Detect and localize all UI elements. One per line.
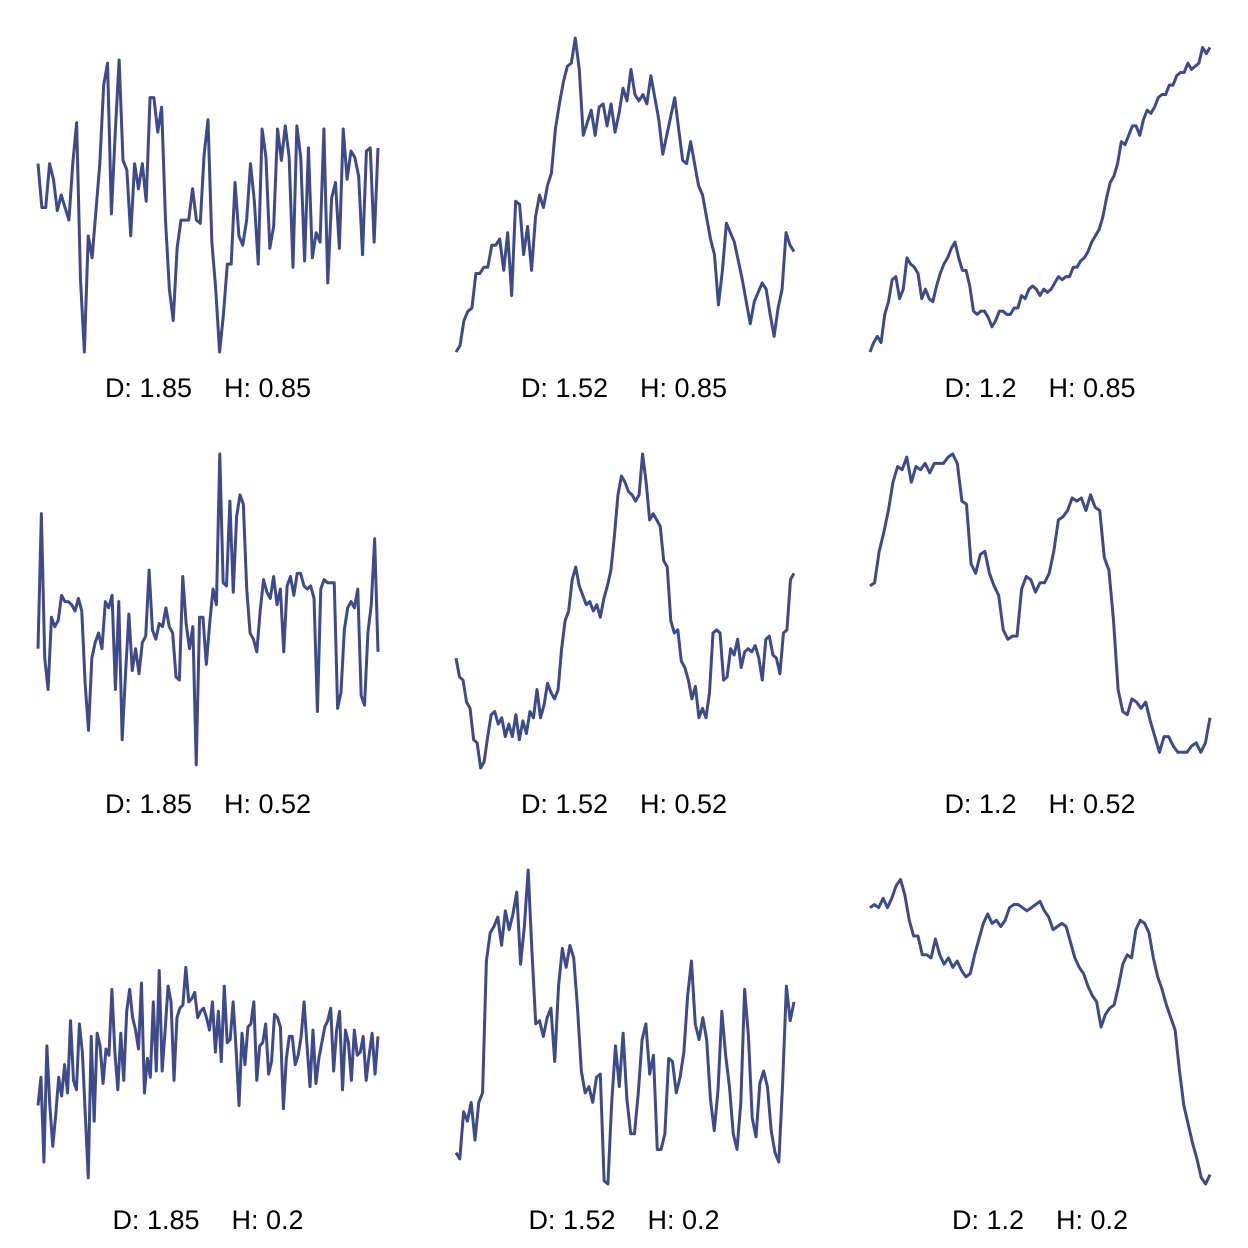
caption-d: D: 1.52 xyxy=(528,1205,616,1235)
caption-d: D: 1.85 xyxy=(112,1205,200,1235)
caption-d: D: 1.85 xyxy=(104,373,192,403)
caption-h: H: 0.52 xyxy=(640,789,728,819)
chart-caption: D: 1.85 H: 0.52 xyxy=(0,788,416,820)
caption-h: H: 0.2 xyxy=(1056,1205,1129,1235)
caption-d: D: 1.2 xyxy=(944,373,1017,403)
chart-panel: D: 1.2 H: 0.52 xyxy=(832,416,1248,832)
chart-caption: D: 1.2 H: 0.85 xyxy=(832,372,1248,404)
caption-d: D: 1.2 xyxy=(944,789,1017,819)
caption-h: H: 0.52 xyxy=(224,789,312,819)
caption-h: H: 0.85 xyxy=(1048,373,1136,403)
chart-panel: D: 1.85 H: 0.2 xyxy=(0,832,416,1248)
chart-plot xyxy=(36,58,380,354)
chart-plot xyxy=(454,868,796,1186)
chart-caption: D: 1.52 H: 0.52 xyxy=(416,788,832,820)
chart-caption: D: 1.52 H: 0.2 xyxy=(416,1204,832,1236)
chart-plot xyxy=(36,965,380,1180)
caption-h: H: 0.85 xyxy=(640,373,728,403)
chart-plot xyxy=(868,45,1212,353)
chart-panel: D: 1.2 H: 0.2 xyxy=(832,832,1248,1248)
series-line xyxy=(36,965,380,1180)
series-line xyxy=(454,36,796,353)
caption-h: H: 0.52 xyxy=(1048,789,1136,819)
chart-caption: D: 1.52 H: 0.85 xyxy=(416,372,832,404)
chart-panel: D: 1.52 H: 0.52 xyxy=(416,416,832,832)
series-line xyxy=(869,452,1212,754)
chart-caption: D: 1.85 H: 0.85 xyxy=(0,372,416,404)
chart-panel: D: 1.52 H: 0.2 xyxy=(416,832,832,1248)
series-line xyxy=(868,45,1212,353)
caption-d: D: 1.52 xyxy=(520,789,608,819)
chart-caption: D: 1.2 H: 0.52 xyxy=(832,788,1248,820)
chart-panel: D: 1.85 H: 0.52 xyxy=(0,416,416,832)
caption-h: H: 0.2 xyxy=(647,1205,720,1235)
chart-plot xyxy=(36,452,380,767)
chart-caption: D: 1.85 H: 0.2 xyxy=(0,1204,416,1236)
chart-caption: D: 1.2 H: 0.2 xyxy=(832,1204,1248,1236)
series-line xyxy=(36,58,380,354)
chart-panel: D: 1.2 H: 0.85 xyxy=(832,0,1248,416)
caption-h: H: 0.2 xyxy=(231,1205,304,1235)
series-line xyxy=(36,452,380,767)
series-line xyxy=(454,868,796,1186)
chart-plot xyxy=(454,452,796,770)
chart-plot xyxy=(454,36,796,353)
caption-h: H: 0.85 xyxy=(224,373,312,403)
chart-panel: D: 1.52 H: 0.85 xyxy=(416,0,832,416)
chart-plot xyxy=(869,452,1212,754)
series-line xyxy=(454,452,796,770)
caption-d: D: 1.52 xyxy=(520,373,608,403)
chart-panel: D: 1.85 H: 0.85 xyxy=(0,0,416,416)
chart-plot xyxy=(869,877,1212,1186)
series-line xyxy=(869,877,1212,1186)
caption-d: D: 1.2 xyxy=(951,1205,1024,1235)
caption-d: D: 1.85 xyxy=(104,789,192,819)
